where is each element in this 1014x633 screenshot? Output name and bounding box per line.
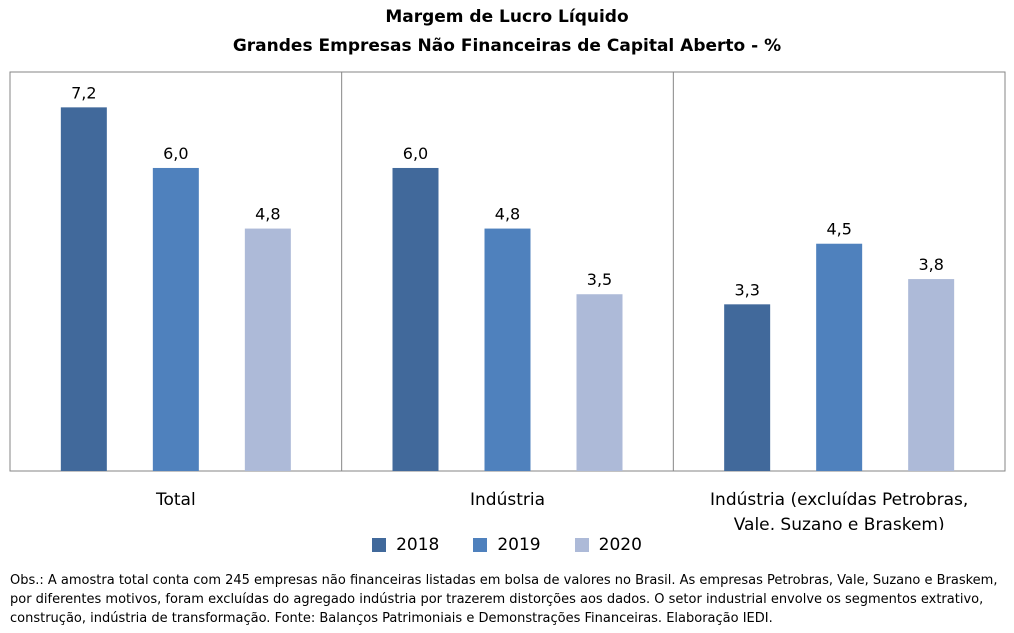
legend-swatch-2020 — [574, 538, 589, 552]
data-label-2020-1: 4,8 — [255, 205, 280, 224]
category-label-3: Indústria (excluídas Petrobras, — [710, 490, 968, 510]
bar-2020-3 — [908, 279, 955, 471]
chart-title: Margem de Lucro Líquido — [385, 7, 629, 27]
data-label-2019-1: 6,0 — [163, 144, 188, 163]
legend-swatch-2019 — [473, 538, 488, 552]
legend: 2018 2019 2020 — [0, 535, 1014, 555]
chart-subtitle: Grandes Empresas Não Financeiras de Capi… — [232, 36, 782, 56]
bar-2018-2 — [392, 167, 439, 471]
legend-item-2019: 2019 — [473, 535, 541, 555]
legend-label-2019: 2019 — [497, 535, 541, 555]
data-label-2019-2: 4,8 — [495, 205, 520, 224]
category-label-1: Total — [155, 490, 196, 510]
legend-item-2020: 2020 — [574, 535, 642, 555]
data-label-2018-2: 6,0 — [403, 144, 428, 163]
bar-2020-1 — [244, 228, 291, 471]
data-label-2018-3: 3,3 — [734, 280, 759, 299]
legend-item-2018: 2018 — [372, 535, 439, 555]
data-label-2020-2: 3,5 — [587, 270, 612, 289]
bar-2019-3 — [816, 243, 863, 471]
bar-2018-1 — [60, 107, 107, 471]
data-label-2019-3: 4,5 — [826, 220, 851, 239]
category-label-2: Indústria — [470, 490, 545, 510]
bar-chart: 7,2 6,0 4,8 Total 6,0 4,8 3,5 Indústria 3,3 4,5 3,… — [9, 71, 1006, 530]
data-label-2018-1: 7,2 — [71, 83, 96, 102]
bar-2020-2 — [576, 294, 623, 471]
bar-2019-1 — [152, 167, 199, 471]
data-label-2020-3: 3,8 — [918, 255, 943, 274]
category-label-3: Vale, Suzano e Braskem) — [734, 515, 945, 530]
legend-label-2020: 2020 — [598, 535, 642, 555]
bar-2018-3 — [724, 304, 771, 471]
legend-swatch-2018 — [372, 538, 387, 552]
bar-2019-2 — [484, 228, 531, 471]
footnote: Obs.: A amostra total conta com 245 empr… — [10, 573, 998, 626]
legend-label-2018: 2018 — [396, 535, 440, 555]
